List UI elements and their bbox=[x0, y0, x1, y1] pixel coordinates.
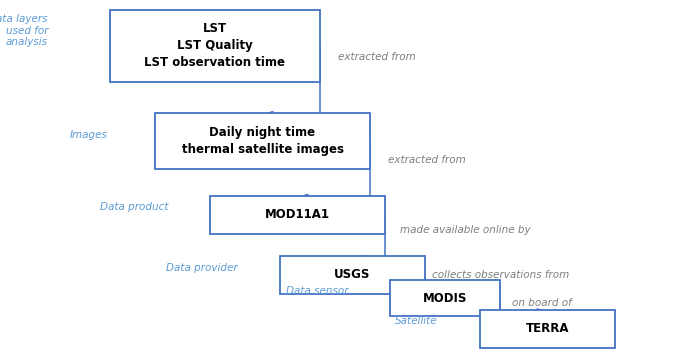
Text: LST
LST Quality
LST observation time: LST LST Quality LST observation time bbox=[145, 22, 285, 70]
Text: Data provider: Data provider bbox=[167, 263, 238, 273]
Text: MOD11A1: MOD11A1 bbox=[265, 209, 330, 222]
Text: extracted from: extracted from bbox=[388, 155, 466, 165]
Text: Daily night time
thermal satellite images: Daily night time thermal satellite image… bbox=[182, 126, 344, 156]
Text: Data sensor: Data sensor bbox=[285, 286, 348, 296]
Text: collects observations from: collects observations from bbox=[432, 270, 569, 280]
Text: TERRA: TERRA bbox=[526, 322, 569, 335]
Bar bbox=[480, 310, 615, 348]
Text: Images: Images bbox=[70, 130, 108, 140]
Text: Data layers
used for
analysis: Data layers used for analysis bbox=[0, 14, 48, 47]
Text: MODIS: MODIS bbox=[423, 291, 467, 304]
Bar bbox=[280, 256, 425, 294]
Bar bbox=[390, 280, 500, 316]
Text: USGS: USGS bbox=[334, 269, 371, 282]
Bar bbox=[155, 113, 370, 169]
Text: Satellite: Satellite bbox=[395, 316, 438, 326]
Text: Data product: Data product bbox=[100, 202, 168, 212]
Text: on board of: on board of bbox=[512, 298, 572, 308]
Text: extracted from: extracted from bbox=[338, 52, 416, 62]
Bar bbox=[110, 10, 320, 82]
Text: made available online by: made available online by bbox=[400, 225, 531, 235]
Bar bbox=[210, 196, 385, 234]
